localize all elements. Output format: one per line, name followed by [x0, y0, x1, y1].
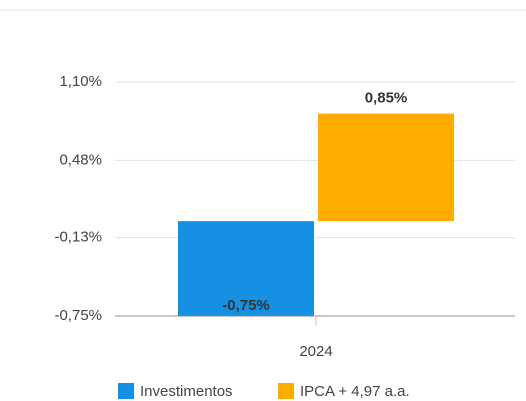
legend-swatch: [118, 383, 134, 399]
legend-label: Investimentos: [140, 383, 233, 400]
bar: [318, 113, 454, 222]
x-tick-label: 2024: [299, 343, 332, 360]
y-tick-label: -0,75%: [54, 307, 102, 324]
bar: [178, 221, 314, 316]
legend-label: IPCA + 4,97 a.a.: [300, 383, 410, 400]
y-tick-label: 1,10%: [59, 73, 102, 90]
y-tick-label: 0,48%: [59, 151, 102, 168]
data-label: 0,85%: [365, 90, 408, 107]
y-tick-label: -0,13%: [54, 229, 102, 246]
legend-swatch: [278, 383, 294, 399]
data-label: -0,75%: [222, 297, 270, 314]
